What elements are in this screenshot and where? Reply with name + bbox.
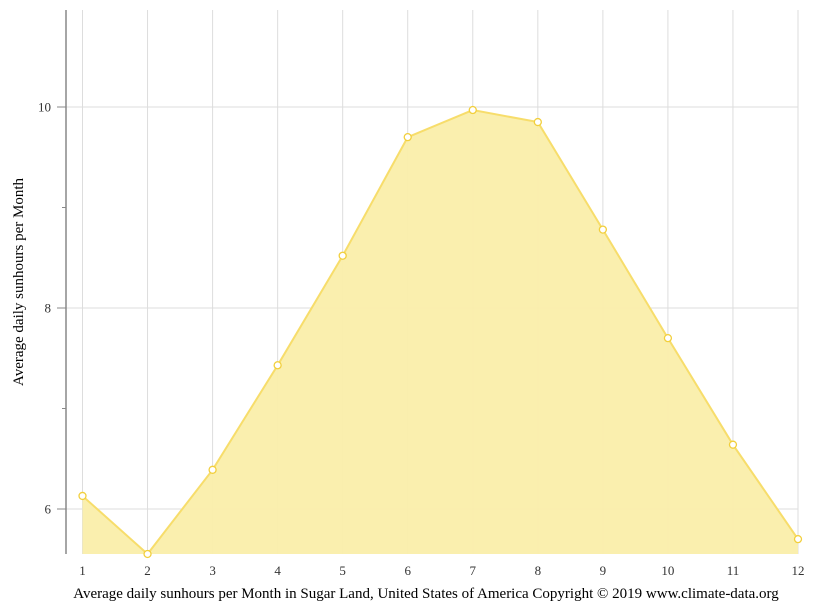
data-point-marker [793,535,803,544]
data-point-marker [468,105,477,115]
y-tick-label: 8 [45,301,52,316]
data-point-marker [338,251,347,260]
x-tick-label: 1 [79,563,86,578]
x-tick-label: 6 [404,563,411,578]
area-series [81,108,799,556]
data-point-marker [78,491,87,501]
data-point-marker [663,333,673,343]
x-axis-tick-labels: 1 2 3 4 5 6 7 8 9 10 11 12 [79,563,804,578]
x-tick-label: 2 [144,563,151,578]
data-point-marker [273,361,282,370]
x-tick-label: 7 [470,563,477,578]
data-point-marker [208,465,217,474]
data-point-marker [728,440,738,449]
y-axis-tick-labels: 6 8 10 [38,100,52,517]
y-tick-label: 6 [45,502,52,517]
x-tick-label: 12 [792,563,805,578]
x-tick-label: 4 [274,563,281,578]
data-point-marker [598,225,608,234]
series-line [81,108,799,556]
y-tick-label: 10 [38,100,51,115]
x-axis-title: Average daily sunhours per Month in Suga… [73,586,779,602]
x-tick-label: 9 [600,563,607,578]
data-markers [78,105,803,559]
data-point-marker [403,132,412,142]
y-axis-title: Average daily sunhours per Month [11,178,27,387]
data-point-marker [533,117,542,127]
x-tick-label: 5 [339,563,346,578]
x-tick-label: 11 [727,563,740,578]
x-tick-label: 10 [661,563,674,578]
x-tick-label: 8 [535,563,542,578]
data-point-marker [143,549,152,559]
x-tick-label: 3 [209,563,216,578]
axes [57,10,67,554]
area-fill [82,110,798,554]
